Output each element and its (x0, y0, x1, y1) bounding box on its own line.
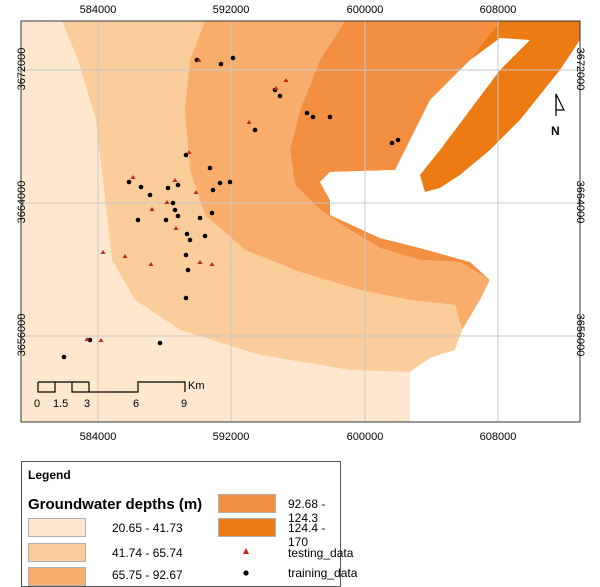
y-tick-right-3656000: 3656000 (574, 313, 586, 357)
x-tick-bottom-608000: 608000 (479, 431, 517, 443)
training-points (61, 55, 401, 360)
legend-training-data: training_data (288, 566, 358, 580)
north-arrow-icon (555, 93, 565, 116)
swatch-class-4 (218, 494, 276, 513)
y-tick-left-3672000: 3672000 (16, 47, 28, 91)
x-tick-bottom-600000: 600000 (346, 431, 384, 443)
x-tick-bottom-584000: 584000 (79, 431, 117, 443)
x-tick-top-584000: 584000 (79, 4, 117, 16)
scale-label-6: 6 (133, 398, 140, 410)
zone-92-124 (290, 21, 500, 280)
no-data-notch (320, 40, 580, 422)
legend-testing-data: testing_data (288, 546, 354, 560)
swatch-class-3 (28, 567, 86, 586)
swatch-class-2 (28, 543, 86, 562)
x-tick-top-600000: 600000 (346, 4, 384, 16)
map-frame (20, 20, 581, 423)
legend-class-5: 124.4 - 170 (288, 521, 326, 549)
legend-class-4: 92.68 - 124.3 (288, 497, 326, 525)
y-tick-left-3664000: 3664000 (16, 180, 28, 224)
zone-41-65 (62, 21, 462, 372)
scale-bar (37, 381, 186, 393)
y-tick-right-3664000: 3664000 (574, 180, 586, 224)
x-tick-top-608000: 608000 (479, 4, 517, 16)
legend-box: Legend Groundwater depths (m) 20.65 - 41… (21, 461, 357, 587)
x-tick-top-592000: 592000 (212, 4, 250, 16)
legend-subtitle: Groundwater depths (m) (28, 496, 203, 513)
map-border (20, 20, 581, 423)
scale-label-9: 9 (181, 398, 188, 410)
legend-class-2: 41.74 - 65.74 (112, 546, 183, 560)
y-tick-right-3672000: 3672000 (574, 47, 586, 91)
y-tick-left-3656000: 3656000 (16, 313, 28, 357)
x-tick-bottom-592000: 592000 (212, 431, 250, 443)
coordinate-grid (21, 21, 580, 422)
legend-title: Legend (28, 468, 71, 482)
legend-class-3: 65.75 - 92.67 (112, 568, 183, 582)
swatch-class-5 (218, 518, 276, 537)
swatch-class-1 (28, 518, 86, 537)
zone-20-41 (21, 21, 410, 422)
scale-label-0: 0 (34, 398, 41, 410)
legend-class-1: 20.65 - 41.73 (112, 521, 183, 535)
zone-124-170 (420, 21, 580, 192)
scale-unit: Km (188, 380, 205, 392)
scale-label-3: 3 (84, 398, 91, 410)
testing-data-icon (243, 548, 249, 554)
zone-65-92 (185, 21, 490, 330)
north-label: N (551, 124, 560, 138)
depth-zones (21, 21, 580, 422)
testing-points (84, 58, 289, 342)
scale-label-1-5: 1.5 (53, 398, 69, 410)
training-data-icon (243, 570, 249, 576)
